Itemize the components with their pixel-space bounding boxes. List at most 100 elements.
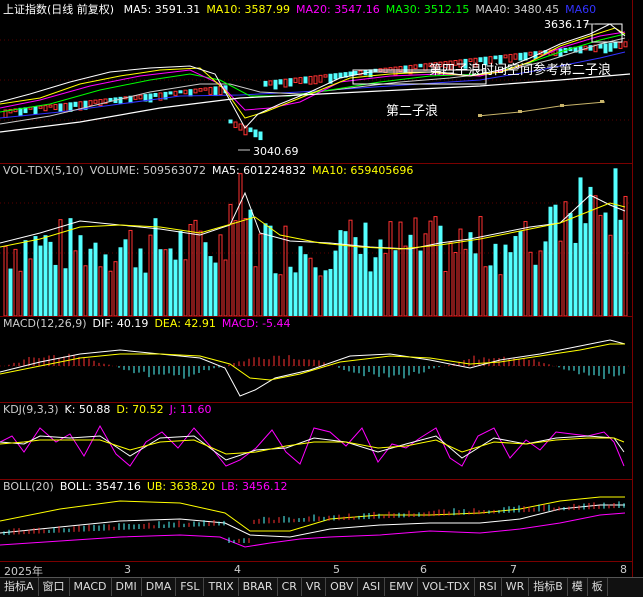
tab-10[interactable]: OBV [326, 578, 359, 596]
volume-bar [208, 256, 213, 316]
price-candle [428, 62, 433, 68]
price-candle [328, 73, 333, 84]
price-candle [53, 104, 58, 111]
price-candle [303, 76, 308, 84]
kdj-indicator-2: D: 70.52 [116, 403, 164, 416]
k-line [0, 435, 625, 461]
volume-bar [368, 271, 373, 316]
macd-panel[interactable]: MACD(12,26,9) DIF: 40.19 DEA: 42.91 MACD: -… [0, 316, 632, 403]
kdj-header: KDJ(9,3,3) K: 50.88 D: 70.52 J: 11.60 [3, 403, 218, 416]
price-candle [353, 71, 358, 76]
price-candle [463, 58, 468, 69]
ma30-line [0, 33, 626, 113]
main-indicator-4: MA40: 3480.45 [475, 3, 560, 16]
price-candle [623, 41, 628, 48]
tab-18[interactable]: 板 [588, 578, 608, 596]
tab-1[interactable]: 窗口 [39, 578, 70, 596]
tab-17[interactable]: 模 [568, 578, 588, 596]
tab-12[interactable]: EMV [385, 578, 419, 596]
macd-indicator-2: DEA: 42.91 [154, 317, 216, 330]
volume-bar [518, 231, 523, 316]
price-candle [498, 55, 503, 64]
boll-indicator-0: BOLL(20) [3, 480, 54, 493]
macd-indicator-1: DIF: 40.19 [92, 317, 149, 330]
tab-7[interactable]: BRAR [239, 578, 278, 596]
tab-0[interactable]: 指标A [0, 578, 39, 596]
boll-panel[interactable]: BOLL(20) BOLL: 3547.16 UB: 3638.20 LB: 3456… [0, 479, 632, 562]
price-panel[interactable]: 上证指数(日线 前复权) MA5: 3591.31 MA10: 3587.99 MA… [0, 0, 632, 164]
tab-16[interactable]: 指标B [529, 578, 568, 596]
tab-9[interactable]: VR [302, 578, 327, 596]
tab-3[interactable]: DMI [112, 578, 142, 596]
price-candle [393, 66, 398, 76]
tab-5[interactable]: FSL [176, 578, 205, 596]
kdj-panel[interactable]: KDJ(9,3,3) K: 50.88 D: 70.52 J: 11.60 [0, 402, 632, 480]
volume-bar [453, 252, 458, 316]
volume-bar [503, 244, 508, 316]
volume-bar [138, 248, 143, 316]
volume-bar [608, 234, 613, 316]
price-candle [228, 119, 233, 124]
boll-lb-line [0, 512, 626, 548]
volume-bar [423, 233, 428, 316]
tab-4[interactable]: DMA [142, 578, 177, 596]
volume-bar [118, 247, 123, 316]
volume-bar [303, 254, 308, 316]
volume-panel[interactable]: VOL-TDX(5,10) VOLUME: 509563072 MA5: 60122… [0, 163, 632, 317]
price-candle [308, 75, 313, 85]
volume-bar [158, 249, 163, 316]
volume-bar [408, 234, 413, 316]
volume-bar [508, 252, 513, 316]
volume-bar [523, 221, 528, 316]
volume-bar [308, 257, 313, 316]
volume-bar [53, 264, 58, 316]
price-candle [443, 61, 448, 69]
price-candle [243, 125, 248, 136]
right-scale [632, 0, 643, 578]
price-candle [598, 44, 603, 49]
volume-bar [248, 209, 253, 316]
ma10-line [0, 27, 626, 119]
volume-bar [218, 234, 223, 316]
price-candle [273, 79, 278, 90]
price-candle [183, 89, 188, 95]
volume-bar [123, 239, 128, 316]
main-indicator-5: MA60 [565, 3, 597, 16]
price-candle [208, 86, 213, 95]
dea-line [0, 343, 625, 381]
tab-6[interactable]: TRIX [204, 578, 239, 596]
boll-mid-line [0, 504, 625, 538]
tab-8[interactable]: CR [278, 578, 302, 596]
volume-bar [3, 246, 8, 316]
time-label-start: 2025年 [4, 565, 43, 578]
volume-bar [98, 266, 103, 316]
volume-bar [488, 265, 493, 316]
price-candle [233, 121, 238, 129]
macd-indicator-0: MACD(12,26,9) [3, 317, 87, 330]
price-candle [153, 93, 158, 97]
tab-14[interactable]: RSI [475, 578, 502, 596]
volume-bar [178, 230, 183, 316]
volume-bar [83, 265, 88, 316]
price-candle [158, 92, 163, 101]
volume-bar [263, 223, 268, 316]
volume-bar [533, 264, 538, 316]
tab-13[interactable]: VOL-TDX [418, 578, 475, 596]
tab-15[interactable]: WR [502, 578, 530, 596]
volume-bar [293, 272, 298, 316]
volume-bar [463, 248, 468, 316]
volume-bar [203, 242, 208, 316]
volume-bar [493, 243, 498, 316]
price-candle [203, 87, 208, 91]
volume-bar [238, 173, 243, 316]
volume-bar [243, 217, 248, 316]
volume-bar [588, 186, 593, 316]
tab-2[interactable]: MACD [70, 578, 112, 596]
boll-indicator-2: UB: 3638.20 [146, 480, 216, 493]
tab-11[interactable]: ASI [358, 578, 386, 596]
price-candle [613, 42, 618, 49]
volume-indicator-2: MA5: 601224832 [211, 164, 307, 177]
volume-bar [188, 223, 193, 316]
volume-bar [468, 232, 473, 316]
volume-bar [383, 252, 388, 316]
